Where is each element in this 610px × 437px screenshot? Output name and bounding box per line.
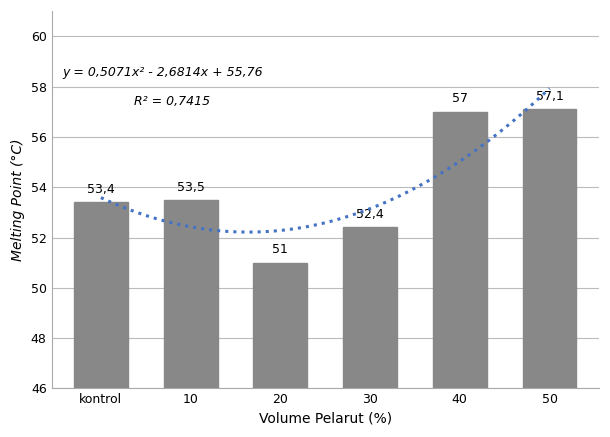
Y-axis label: Melting Point (°C): Melting Point (°C) [11, 139, 25, 261]
Bar [74, 202, 128, 437]
Bar [163, 200, 218, 437]
Text: 51: 51 [273, 243, 289, 257]
Text: 53,4: 53,4 [87, 183, 115, 196]
Bar [523, 109, 576, 437]
Bar [433, 112, 487, 437]
Text: 57,1: 57,1 [536, 90, 564, 103]
Bar [253, 263, 307, 437]
Text: 53,5: 53,5 [177, 180, 204, 194]
X-axis label: Volume Pelarut (%): Volume Pelarut (%) [259, 412, 392, 426]
Text: R² = 0,7415: R² = 0,7415 [134, 95, 210, 108]
Text: 57: 57 [452, 93, 468, 105]
Bar [343, 228, 397, 437]
Text: 52,4: 52,4 [356, 208, 384, 221]
Text: y = 0,5071x² - 2,6814x + 55,76: y = 0,5071x² - 2,6814x + 55,76 [62, 66, 263, 79]
